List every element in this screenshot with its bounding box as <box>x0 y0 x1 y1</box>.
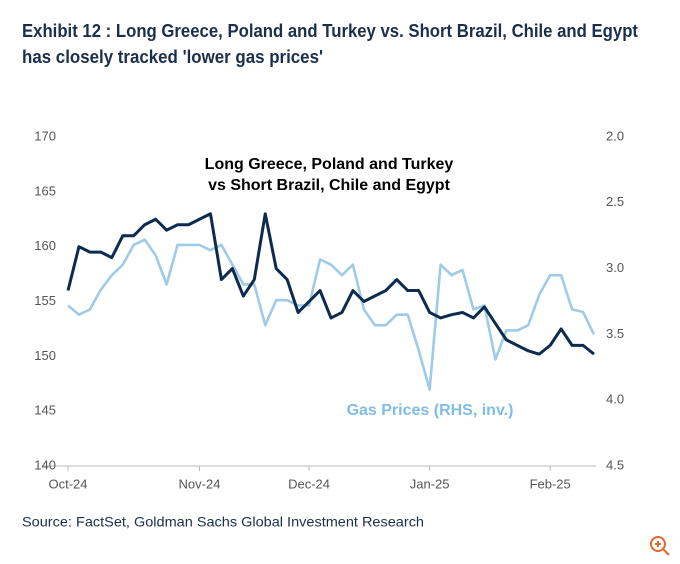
annotation: vs Short Brazil, Chile and Egypt <box>208 177 450 194</box>
x-tick-label: Feb-25 <box>530 476 571 491</box>
series-line <box>67 238 596 391</box>
y-tick-label: 165 <box>34 183 56 198</box>
x-tick-label: Nov-24 <box>179 476 221 491</box>
chart-title: has closely tracked 'lower gas prices' <box>22 47 323 67</box>
zoom-icon[interactable] <box>650 536 670 556</box>
y-tick-label: 150 <box>34 348 56 363</box>
y2-tick-label: 3.5 <box>606 326 624 341</box>
y2-tick-label: 2.0 <box>606 128 624 143</box>
series-line <box>66 212 595 356</box>
y2-tick-label: 2.5 <box>606 194 624 209</box>
x-tick-label: Jan-25 <box>410 476 450 491</box>
source-note: Source: FactSet, Goldman Sachs Global In… <box>22 514 424 530</box>
annotation: Gas Prices (RHS, inv.) <box>347 402 514 419</box>
y-tick-label: 170 <box>34 128 56 143</box>
x-tick-label: Dec-24 <box>288 476 330 491</box>
y2-tick-label: 4.5 <box>606 457 624 472</box>
chart-title: Exhibit 12 : Long Greece, Poland and Tur… <box>22 21 638 41</box>
y-tick-label: 160 <box>34 238 56 253</box>
y2-tick-label: 4.0 <box>606 392 624 407</box>
y-tick-label: 145 <box>34 403 56 418</box>
annotation: Long Greece, Poland and Turkey <box>205 156 454 173</box>
y2-tick-label: 3.0 <box>606 260 624 275</box>
y-tick-label: 155 <box>34 293 56 308</box>
x-tick-label: Oct-24 <box>48 476 87 491</box>
y-tick-label: 140 <box>34 457 56 472</box>
